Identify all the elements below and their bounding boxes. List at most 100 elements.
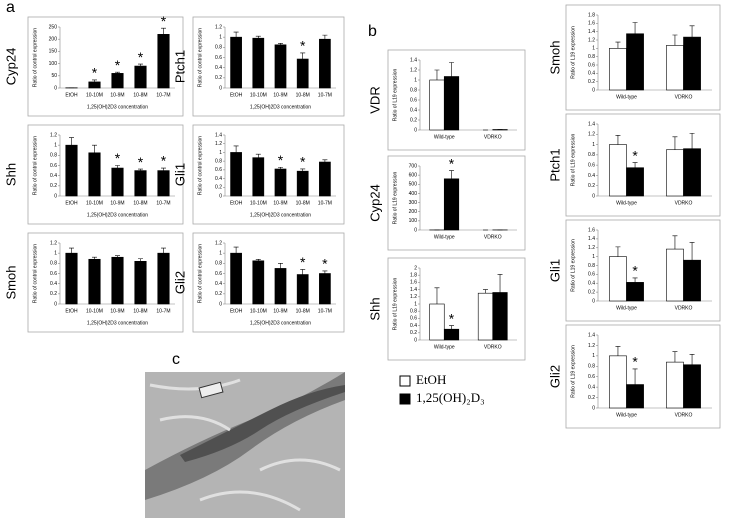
x-tick-label: 10-10M [250, 200, 267, 206]
y-tick-label: 1 [414, 77, 417, 83]
x-tick-label: 10-7M [318, 308, 332, 314]
bar [230, 152, 242, 197]
bar [626, 282, 644, 302]
y-tick-label: 1.2 [215, 24, 222, 30]
x-tick-label: 10-10M [250, 92, 267, 98]
chart-frame [27, 124, 184, 225]
error-bar [278, 263, 283, 269]
significance-marker: * [92, 65, 98, 81]
legend-label: 1,25(OH)₂D₃ [416, 390, 485, 405]
error-bar [233, 145, 239, 153]
significance-marker: * [161, 13, 167, 29]
bar [88, 258, 101, 305]
y-tick-label: 0.8 [410, 87, 417, 93]
x-tick-label: 10-8M [296, 308, 310, 314]
y-tick-label: 200 [49, 37, 58, 43]
x-tick-label: EtOH [65, 92, 78, 98]
error-bar [615, 346, 621, 356]
y-tick-label: 0 [592, 87, 595, 93]
y-axis-label: Ratio of control expression [32, 136, 38, 195]
x-axis-label: 1,25(OH)2D3 concentration [250, 212, 311, 218]
bar [296, 274, 309, 305]
bar [609, 355, 627, 409]
chart-frame [192, 16, 345, 117]
y-tick-label: 0.8 [50, 153, 57, 159]
significance-marker: * [632, 263, 638, 279]
bar [157, 34, 170, 89]
y-axis-label: Ratio of L19 expression [392, 69, 398, 122]
y-tick-label: 1.4 [410, 287, 417, 293]
significance-marker: * [632, 354, 638, 370]
y-tick-label: 1.6 [588, 21, 595, 27]
y-tick-label: 0.6 [215, 167, 222, 173]
chart-title: VDR [367, 86, 382, 113]
y-tick-label: 1.6 [588, 227, 595, 233]
error-bar [449, 62, 455, 77]
x-tick-label: 10-9M [110, 92, 124, 98]
chart-frame [192, 232, 345, 333]
x-tick-label: 10-9M [110, 308, 124, 314]
y-tick-label: 1.2 [50, 240, 57, 246]
bar [134, 260, 147, 305]
x-axis-label: 1,25(OH)2D3 concentration [250, 320, 311, 326]
y-tick-label: 0.2 [410, 330, 417, 336]
error-bar [161, 247, 166, 254]
x-tick-label: 10-10M [250, 308, 267, 314]
y-tick-label: 0.2 [588, 183, 595, 189]
error-bar [92, 79, 97, 82]
bar [666, 361, 684, 409]
y-tick-label: 250 [49, 24, 58, 30]
error-bar [672, 34, 678, 46]
legend-swatch [399, 393, 411, 405]
bar [230, 36, 242, 89]
y-tick-label: 0.6 [410, 97, 417, 103]
x-tick-label: 10-10M [86, 92, 103, 98]
y-axis-label: Ratio of L19 expression [570, 345, 576, 398]
y-tick-label: 0.8 [588, 54, 595, 60]
x-tick-label: Wild-type [434, 344, 455, 350]
error-bar [278, 166, 283, 169]
error-bar [449, 325, 455, 330]
significance-marker: * [138, 154, 144, 170]
error-bar [138, 258, 143, 262]
y-tick-label: 0 [219, 301, 222, 307]
error-bar [69, 137, 74, 146]
y-tick-label: 700 [409, 163, 418, 169]
bar [65, 252, 78, 305]
bar [274, 168, 287, 197]
y-tick-label: 1 [414, 301, 417, 307]
x-tick-label: 10-8M [296, 200, 310, 206]
x-tick-label: Wild-type [434, 134, 455, 140]
error-bar [69, 247, 74, 254]
bar [683, 148, 701, 197]
y-tick-label: 1.4 [588, 332, 595, 338]
bar [230, 252, 242, 305]
error-bar [115, 255, 120, 258]
x-tick-label: VDRKO [675, 412, 693, 418]
y-tick-label: 0.6 [588, 162, 595, 168]
x-tick-label: 10-10M [86, 308, 103, 314]
y-tick-label: 0.6 [588, 272, 595, 278]
chart-frame [192, 124, 345, 225]
panel-label: b [368, 23, 377, 40]
error-bar [92, 144, 97, 153]
y-tick-label: 0.4 [215, 281, 222, 287]
y-tick-label: 1 [219, 34, 222, 40]
x-tick-label: 10-7M [156, 200, 170, 206]
x-tick-label: VDRKO [484, 134, 502, 140]
y-tick-label: 1.2 [410, 294, 417, 300]
y-tick-label: 0.4 [50, 173, 57, 179]
y-tick-label: 0 [592, 405, 595, 411]
y-tick-label: 1.2 [410, 67, 417, 73]
y-tick-label: 100 [49, 61, 58, 67]
significance-marker: * [115, 150, 121, 166]
x-tick-label: EtOH [65, 308, 78, 314]
error-bar [322, 159, 328, 163]
y-tick-label: 2 [414, 265, 417, 271]
panel-label: a [6, 0, 15, 16]
x-tick-label: 10-10M [86, 200, 103, 206]
y-tick-label: 0.4 [588, 71, 595, 77]
bar [296, 170, 309, 197]
y-tick-label: 0 [414, 337, 417, 343]
error-bar [632, 162, 638, 168]
